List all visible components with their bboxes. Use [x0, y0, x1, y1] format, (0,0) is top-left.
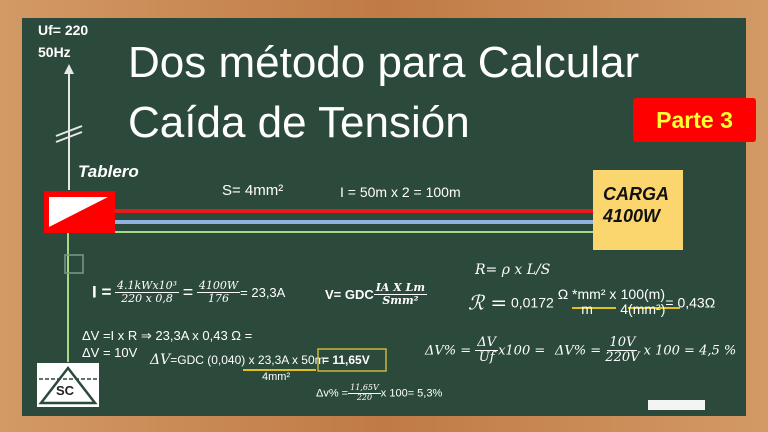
result-box [317, 348, 387, 372]
sc-logo: SC [37, 363, 99, 407]
chalk-eraser [648, 400, 705, 410]
gdc-formula: V= GDC IA X Lm Smm² [325, 281, 428, 308]
drop-gdc-result: = 11,65V [322, 353, 370, 367]
cable-section: S= 4mm² [222, 182, 284, 199]
load-box: CARGA 4100W [593, 170, 683, 250]
wire-blue [115, 220, 595, 224]
logo-text: SC [56, 383, 75, 398]
phase-mark [55, 125, 83, 137]
title-line-1: Dos método para Calcular [128, 38, 640, 87]
load-power: 4100W [603, 206, 661, 226]
current-formula: I = 4.1kWx10³ 220 x 0,8 = 4100W 176 = 23,3A [92, 279, 286, 306]
tablero-label: Tablero [78, 162, 139, 181]
ground-square [64, 254, 84, 274]
source-voltage: Uf= 220 [38, 22, 89, 38]
title-line-2: Caída de Tensión [128, 98, 470, 147]
drop-gdc-denominator: 4mm² [262, 371, 291, 383]
logo-triangle-icon [38, 365, 98, 405]
drop-gdc-formula: ΔV=GDC (0,040) x 23,3A x 50m [150, 352, 325, 368]
tablero-triangle-icon [49, 197, 108, 227]
resistivity-formula: R= ρ x L/S [475, 262, 551, 278]
part-badge: Parte 3 [633, 98, 756, 142]
drop-ir-formula: ΔV =I x R ⇒ 23,3A x 0,43 Ω = [82, 328, 253, 343]
drop-gdc-pct: Δv% = 11,65V 220 x 100= 5,3% [316, 383, 443, 402]
wire-green [115, 231, 595, 233]
drop-result: ΔV = 10V [82, 345, 138, 360]
cable-length: I = 50m x 2 = 100m [340, 184, 461, 200]
wire-red [115, 209, 595, 213]
drop-pct-calc: ΔV% = 10V 220V x 100 = 4,5 % [555, 335, 737, 366]
source-frequency: 50Hz [38, 44, 71, 60]
drop-pct-formula: ΔV% = ΔV Uf x100 = [425, 335, 546, 366]
load-label: CARGA [603, 184, 669, 204]
arrow-up-icon [64, 64, 74, 74]
